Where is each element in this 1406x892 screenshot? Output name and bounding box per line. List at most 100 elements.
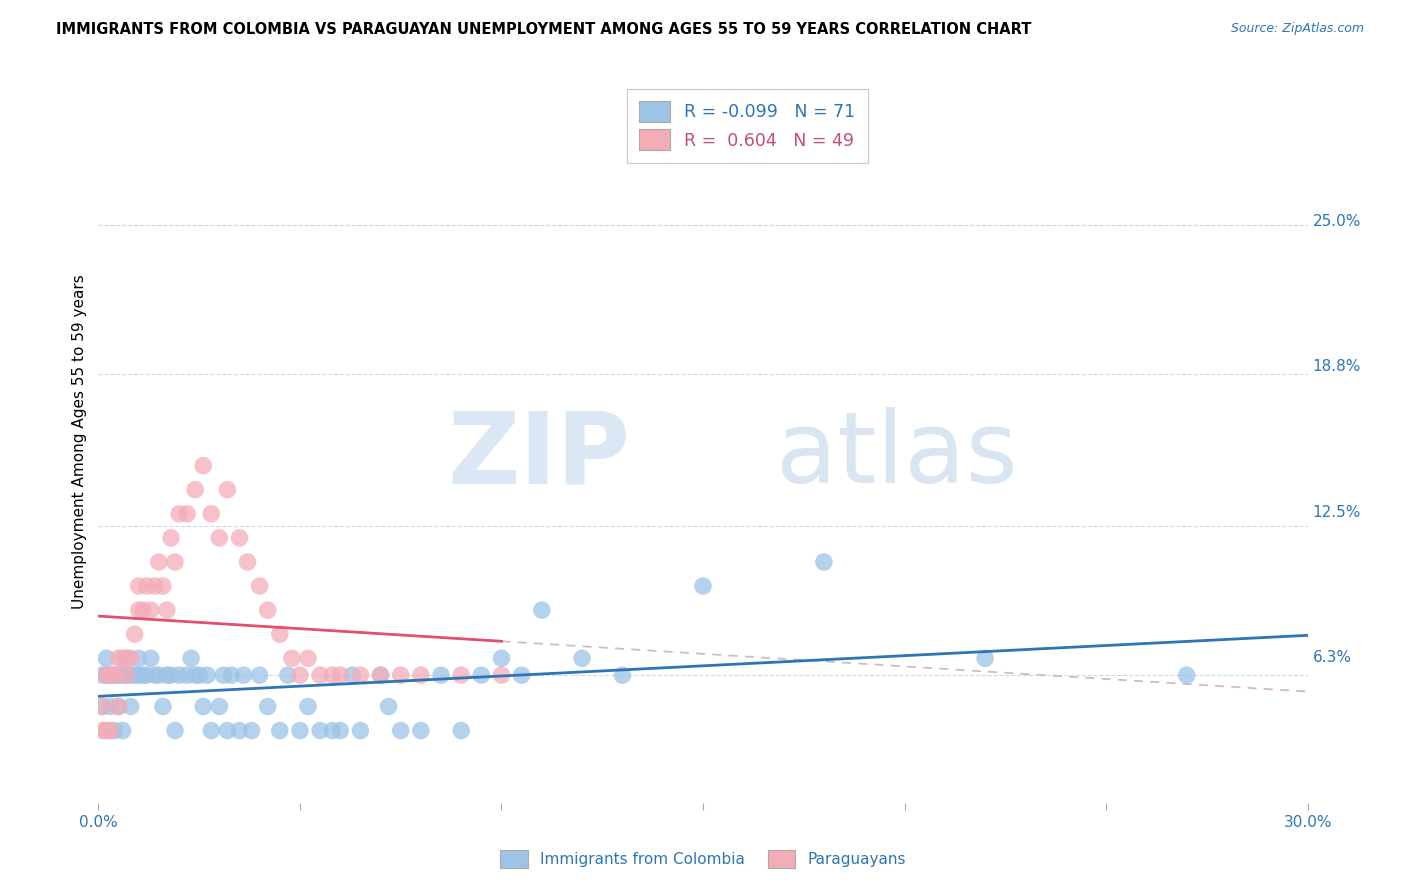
Point: [228, 723, 250, 738]
Point: [96, 723, 118, 738]
Point: [96, 668, 118, 682]
Point: [115, 668, 138, 682]
Legend: Immigrants from Colombia, Paraguayans: Immigrants from Colombia, Paraguayans: [492, 843, 914, 875]
Point: [184, 483, 207, 497]
Point: [128, 579, 150, 593]
Point: [692, 579, 714, 593]
Point: [152, 579, 174, 593]
Point: [329, 668, 352, 682]
Point: [249, 579, 271, 593]
Point: [277, 668, 299, 682]
Point: [256, 699, 278, 714]
Point: [470, 668, 492, 682]
Point: [176, 668, 198, 682]
Point: [132, 668, 155, 682]
Point: [281, 651, 304, 665]
Text: atlas: atlas: [776, 408, 1017, 505]
Point: [160, 531, 183, 545]
Point: [103, 723, 125, 738]
Point: [96, 668, 118, 682]
Point: [132, 603, 155, 617]
Point: [135, 668, 157, 682]
Point: [240, 723, 263, 738]
Point: [389, 668, 412, 682]
Point: [208, 699, 231, 714]
Point: [228, 531, 250, 545]
Point: [297, 651, 319, 665]
Point: [107, 699, 129, 714]
Point: [100, 668, 122, 682]
Point: [974, 651, 997, 665]
Point: [377, 699, 399, 714]
Point: [160, 668, 183, 682]
Point: [409, 723, 432, 738]
Point: [103, 668, 125, 682]
Point: [217, 483, 239, 497]
Point: [389, 723, 412, 738]
Point: [111, 668, 134, 682]
Point: [91, 668, 114, 682]
Text: ZIP: ZIP: [447, 408, 630, 505]
Point: [236, 555, 259, 569]
Point: [148, 668, 170, 682]
Point: [491, 651, 513, 665]
Point: [107, 699, 129, 714]
Point: [139, 651, 162, 665]
Point: [156, 603, 179, 617]
Point: [124, 627, 146, 641]
Point: [813, 555, 835, 569]
Point: [288, 668, 311, 682]
Point: [120, 651, 142, 665]
Point: [167, 507, 190, 521]
Text: Source: ZipAtlas.com: Source: ZipAtlas.com: [1230, 22, 1364, 36]
Legend: R = -0.099   N = 71, R =  0.604   N = 49: R = -0.099 N = 71, R = 0.604 N = 49: [627, 89, 868, 162]
Point: [91, 699, 114, 714]
Point: [571, 651, 593, 665]
Point: [143, 668, 166, 682]
Point: [115, 668, 138, 682]
Point: [612, 668, 634, 682]
Point: [120, 668, 142, 682]
Point: [309, 723, 332, 738]
Point: [430, 668, 453, 682]
Point: [321, 668, 343, 682]
Point: [232, 668, 254, 682]
Point: [107, 651, 129, 665]
Point: [409, 668, 432, 682]
Point: [1175, 668, 1198, 682]
Point: [180, 651, 202, 665]
Point: [156, 668, 179, 682]
Point: [249, 668, 271, 682]
Point: [349, 723, 371, 738]
Point: [217, 723, 239, 738]
Point: [103, 668, 125, 682]
Point: [200, 723, 222, 738]
Point: [100, 723, 122, 738]
Point: [91, 723, 114, 738]
Point: [269, 723, 291, 738]
Point: [96, 651, 118, 665]
Point: [212, 668, 235, 682]
Point: [163, 723, 186, 738]
Point: [139, 603, 162, 617]
Point: [370, 668, 392, 682]
Point: [329, 723, 352, 738]
Y-axis label: Unemployment Among Ages 55 to 59 years: Unemployment Among Ages 55 to 59 years: [72, 274, 87, 609]
Point: [120, 699, 142, 714]
Point: [152, 699, 174, 714]
Point: [91, 699, 114, 714]
Point: [100, 668, 122, 682]
Text: IMMIGRANTS FROM COLOMBIA VS PARAGUAYAN UNEMPLOYMENT AMONG AGES 55 TO 59 YEARS CO: IMMIGRANTS FROM COLOMBIA VS PARAGUAYAN U…: [56, 22, 1032, 37]
Point: [111, 651, 134, 665]
Point: [124, 668, 146, 682]
Point: [321, 723, 343, 738]
Point: [128, 668, 150, 682]
Point: [115, 651, 138, 665]
Point: [193, 699, 215, 714]
Point: [184, 668, 207, 682]
Point: [530, 603, 553, 617]
Point: [195, 668, 218, 682]
Point: [128, 651, 150, 665]
Point: [163, 555, 186, 569]
Point: [128, 603, 150, 617]
